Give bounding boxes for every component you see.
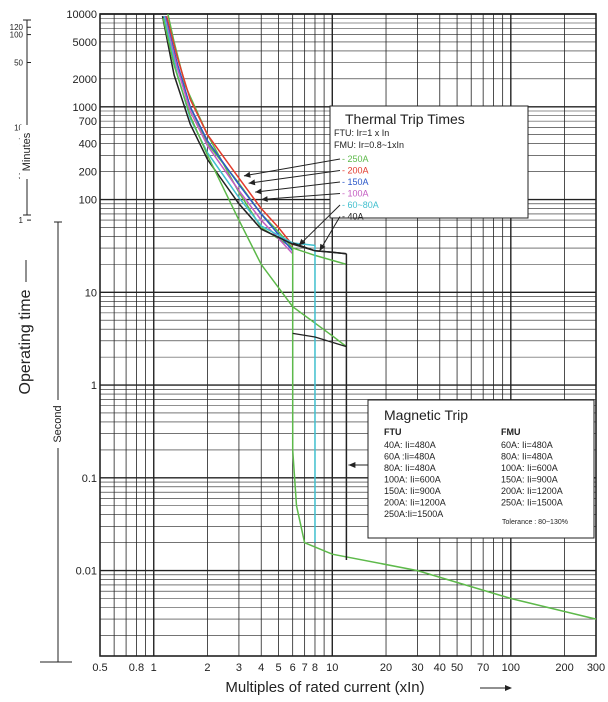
magnetic-fmu-row: 60A: Ii=480A [501,440,553,450]
y-tick-label: 10000 [66,9,97,21]
label-arrow-head [243,171,251,178]
x-tick-label: 30 [411,662,423,674]
magnetic-ftu-row: 150A: Ii=900A [384,486,441,496]
minutes-axis: Minutes [20,19,34,216]
y-tick-label: 0.1 [82,473,97,485]
ylabel-group: Operating time [17,260,34,394]
magnetic-col2-head: FMU [501,427,521,437]
magnetic-fmu-row: 100A: Ii=600A [501,463,558,473]
magnetic-fmu-row: 80A: Ii=480A [501,452,553,462]
thermal-series-label: - 250A [342,154,369,164]
x-tick-label: 50 [451,662,463,674]
x-tick-label: 40 [434,662,446,674]
label-arrow-head [255,188,262,195]
magnetic-col1-head: FTU [384,427,402,437]
magnetic-ftu-row: 40A: Ii=480A [384,440,436,450]
magnetic-ftu-row: 80A: Ii=480A [384,463,436,473]
magnetic-fmu-row: 200A: Ii=1200A [501,486,563,496]
magnetic-ftu-row: 100A: Ii=600A [384,475,441,485]
x-tick-label: 2 [204,662,210,674]
x-tick-label: 200 [555,662,573,674]
seconds-axis: Second [40,221,72,663]
xlabel: Multiples of rated current (xIn) [225,679,424,696]
minute-tick-label: 100 [10,31,24,40]
x-tick-label: 5 [275,662,281,674]
label-arrow-line [319,216,341,252]
x-tick-label: 0.8 [129,662,144,674]
x-tick-label: 1 [151,662,157,674]
magnetic-ftu-row: 200A: Ii=1200A [384,498,446,508]
label-arrow-line [255,181,341,193]
x-tick-label: 4 [258,662,264,674]
y-tick-label: 0.01 [76,566,97,578]
thermal-title: Thermal Trip Times [345,111,465,127]
thermal-series-label: - 100A [342,189,369,199]
second-label: Second [52,405,64,442]
label-arrow-line [298,204,341,246]
magnetic-ftu-row: 250A:Ii=1500A [384,509,443,519]
xlabel-group: Multiples of rated current (xIn) [225,679,512,696]
chart-axes: 0.5 0.8 1 2 3 4 5 6 7 8 10 20 30 40 50 70 100 200 30010000… [10,9,606,674]
magnetic-title: Magnetic Trip [384,407,468,423]
x-tick-label: 6 [290,662,296,674]
y-tick-label: 400 [79,139,97,151]
x-tick-label: 0.5 [92,662,107,674]
magnetic-fmu-row: 250A: Ii=1500A [501,498,563,508]
x-tick-label: 20 [380,662,392,674]
y-tick-label: 10 [85,287,97,299]
thermal-curve [165,15,294,246]
y-tick-label: 1 [91,380,97,392]
y-tick-label: 200 [79,167,97,179]
label-arrow-line [248,170,341,184]
black-lower-envelope [292,332,347,348]
x-tick-label: 100 [502,662,520,674]
magnetic-arrow-head [348,462,356,468]
y-tick-label: 100 [79,195,97,207]
minute-tick-label: 120 [10,23,24,32]
y-tick-label: 2000 [73,74,97,86]
label-arrow-head [261,196,268,202]
magnetic-ftu-row: 60A :Ii=480A [384,452,435,462]
y-tick-label: 700 [79,116,97,128]
green-envelope-curve [162,18,347,348]
thermal-line1: FTU: Ir=1 x In [334,128,389,138]
thermal-trip-box: Thermal Trip Times FTU: Ir=1 x In FMU: I… [329,105,529,222]
x-tick-label: 70 [477,662,489,674]
magnetic-trip-box: Magnetic Trip FTU FMU 40A: Ii=480A 60A :I… [367,399,595,539]
label-arrow-head [298,238,306,246]
minute-tick-label: 50 [14,59,23,68]
y-tick-label: 1000 [73,102,97,114]
y-tick-label: 5000 [73,37,97,49]
green-magnetic-curve [291,248,597,620]
label-arrow-line [261,193,341,201]
thermal-line2: FMU: Ir=0.8~1xIn [334,140,404,150]
label-arrow-head [248,179,256,186]
label-arrows [243,158,368,468]
thermal-series-label: - 40A [342,212,364,222]
magnetic-fmu-row: 150A: Ii=900A [501,475,558,485]
minutes-label: Minutes [21,132,33,171]
black-envelope [292,242,347,255]
thermal-curve [163,18,294,249]
x-tick-label: 10 [326,662,338,674]
thermal-series-label: - 60~80A [342,200,379,210]
minute-tick-label: 10 [14,123,23,132]
label-arrow-line [243,158,341,177]
thermal-series-label: - 200A [342,166,369,176]
chart-curves [161,13,597,620]
thermal-curve [164,15,294,252]
x-tick-label: 3 [236,662,242,674]
minute-tick-label: 1 [19,216,24,225]
x-tick-label: 8 [312,662,318,674]
x-tick-label: 7 [302,662,308,674]
magnetic-tolerance: Tolerance : 80~130% [502,519,568,526]
ylabel: Operating time [17,289,34,394]
thermal-series-label: - 150A [342,177,369,187]
plot-frame [99,13,597,657]
label-arrow-head [319,243,326,251]
thermal-curve [167,13,347,266]
x-tick-label: 300 [587,662,605,674]
